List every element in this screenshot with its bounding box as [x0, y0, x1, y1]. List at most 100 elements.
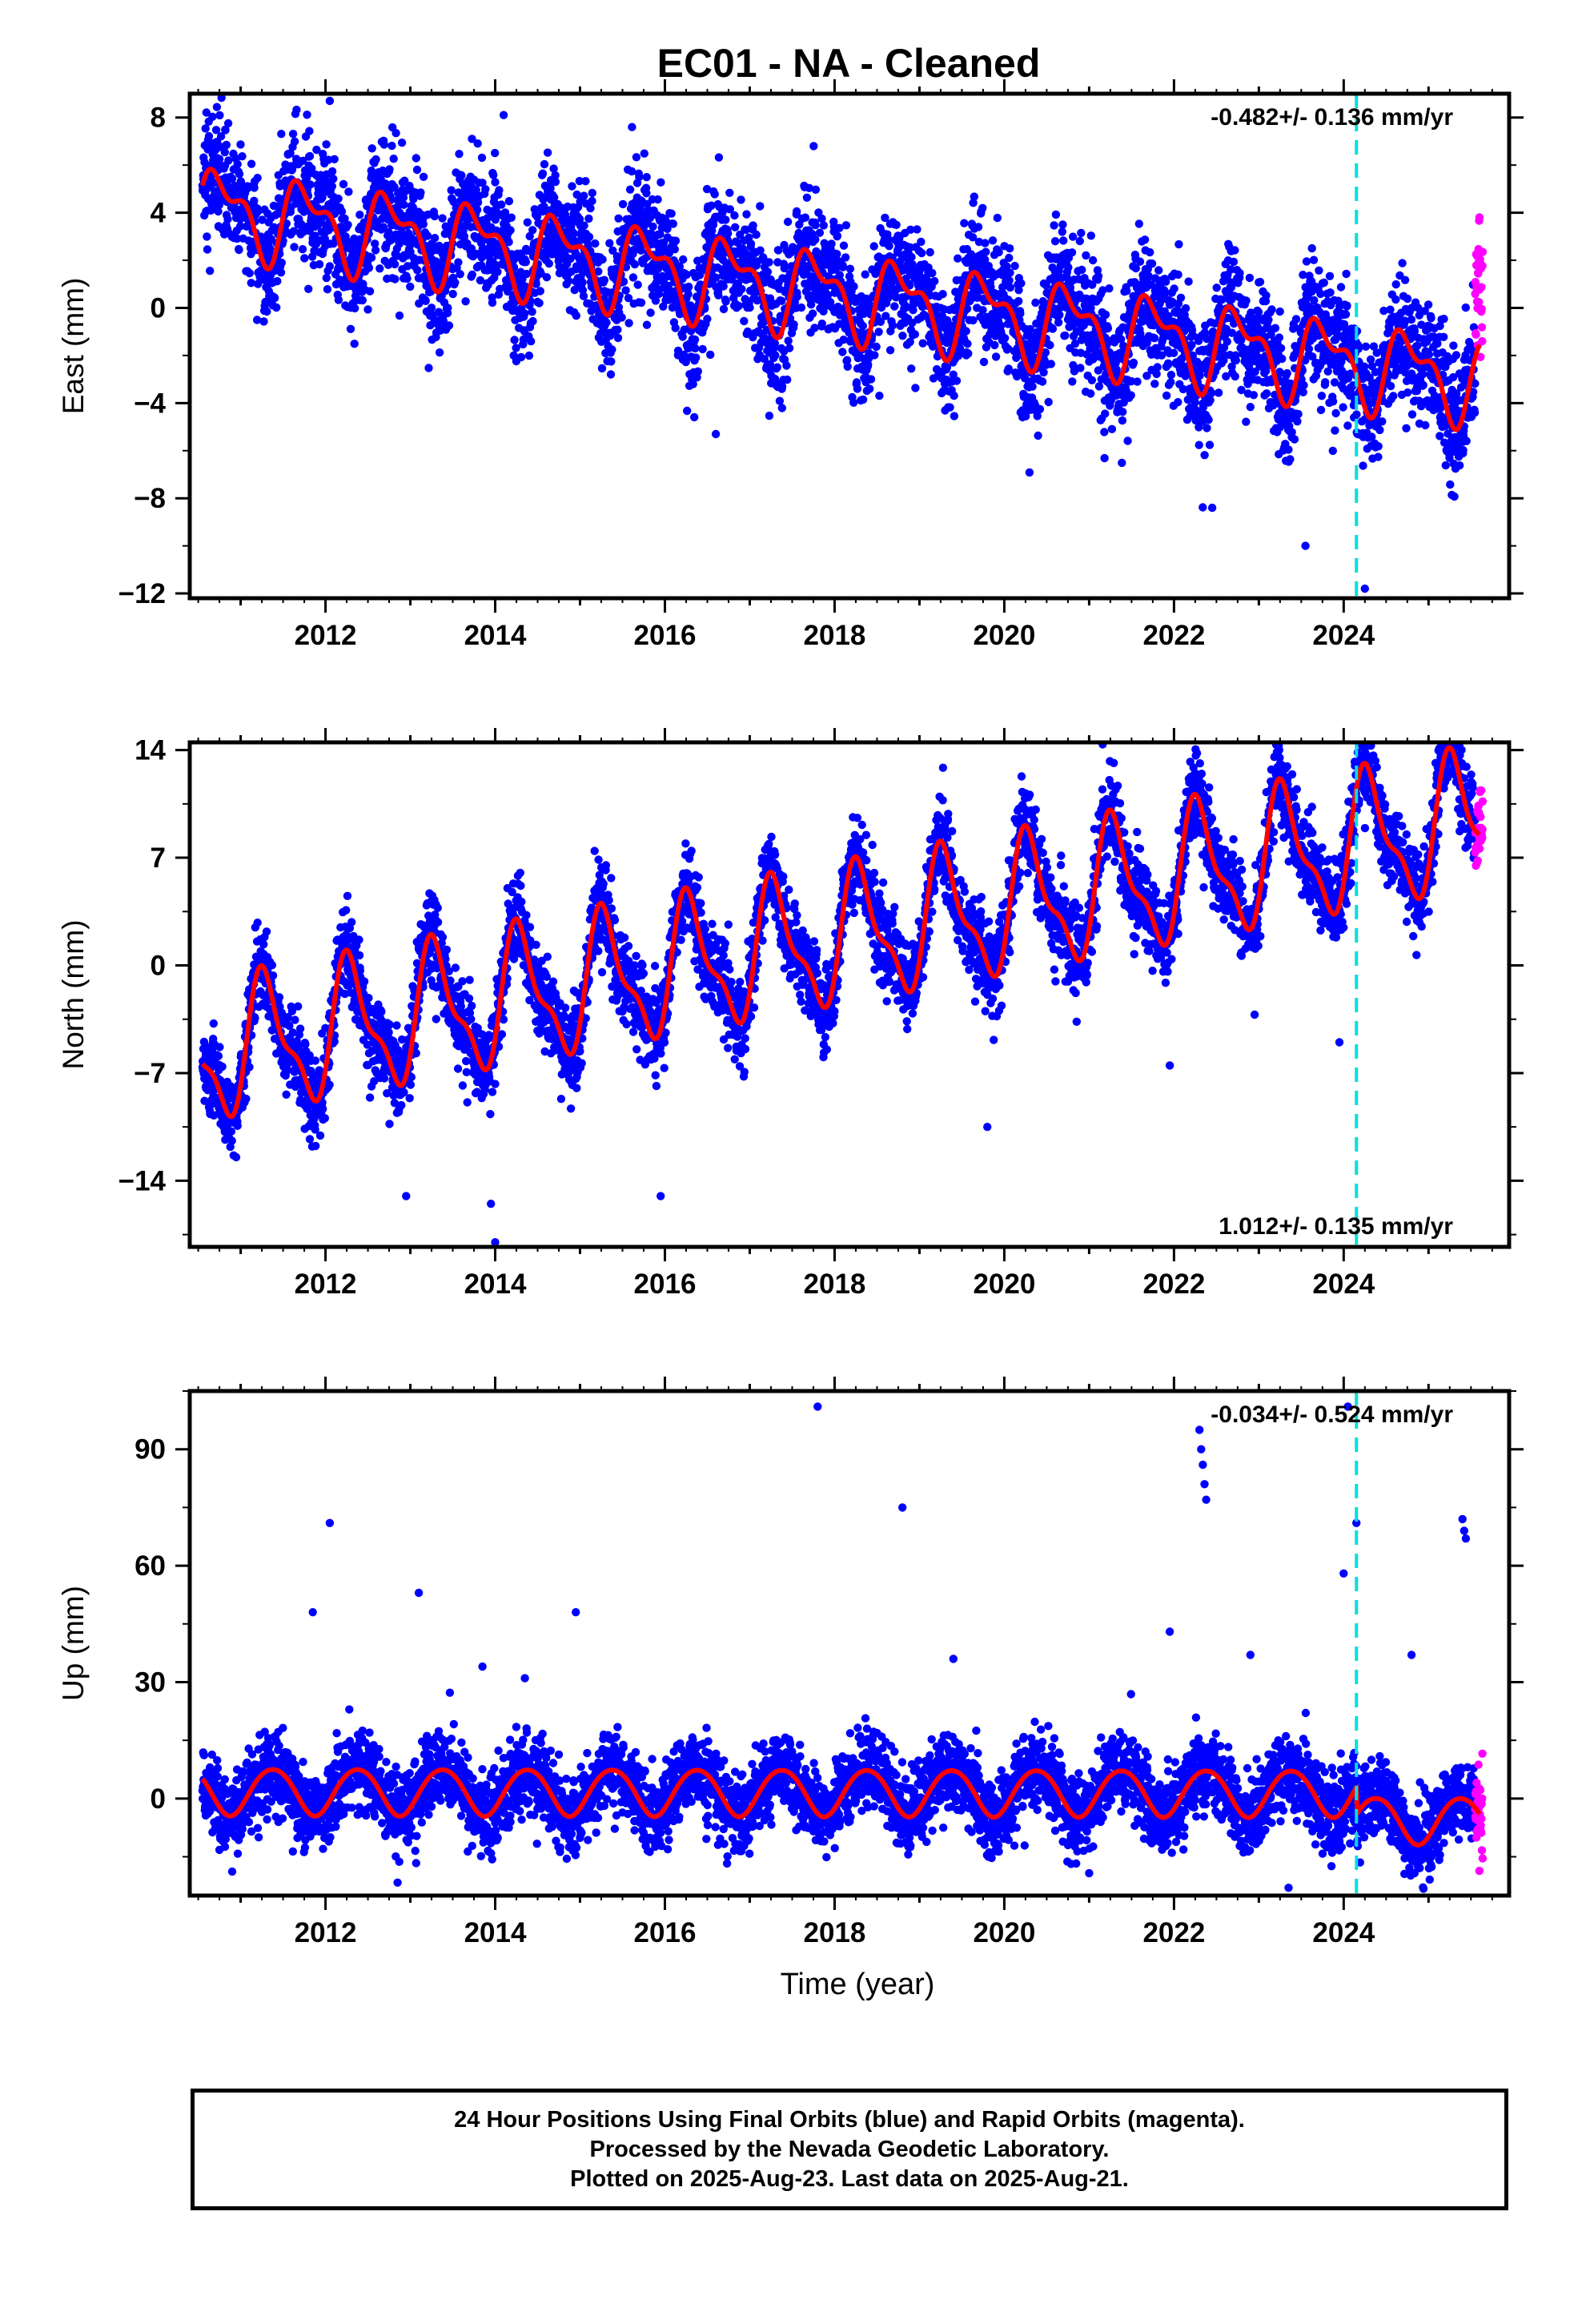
final-orbit-point	[413, 266, 422, 275]
final-orbit-point	[1326, 288, 1335, 297]
final-orbit-point	[477, 153, 487, 163]
final-orbit-point	[614, 214, 623, 223]
final-orbit-point	[1094, 382, 1104, 391]
final-orbit-point	[1323, 367, 1332, 376]
final-orbit-point	[250, 183, 259, 192]
final-orbit-point	[389, 155, 398, 163]
final-orbit-point	[1005, 276, 1014, 285]
final-orbit-point	[1343, 301, 1351, 310]
final-orbit-point	[1105, 284, 1114, 293]
final-orbit-point	[690, 335, 700, 344]
final-orbit-point	[1077, 228, 1086, 238]
final-orbit-point	[930, 276, 939, 286]
final-orbit-point	[645, 213, 655, 223]
final-orbit-point	[1336, 283, 1346, 292]
final-orbit-point	[247, 159, 256, 168]
final-orbit-point	[270, 223, 279, 231]
final-orbit-point	[364, 263, 374, 272]
final-orbit-point	[399, 193, 408, 202]
final-orbit-point	[745, 303, 754, 312]
final-orbit-point	[926, 247, 934, 257]
final-orbit-point	[468, 270, 476, 279]
final-orbit-point	[869, 242, 878, 251]
final-orbit-point	[782, 361, 791, 370]
final-orbit-point	[991, 352, 1001, 361]
final-orbit-point	[746, 239, 756, 248]
final-orbit-point	[528, 308, 536, 316]
final-orbit-point	[740, 316, 749, 326]
final-orbit-point	[456, 270, 464, 279]
final-orbit-point	[307, 164, 316, 173]
final-orbit-point	[1101, 409, 1110, 418]
panel-east: 2012 2014 2016 2018 2020 2022 2024840−4−8−12Ea…	[57, 79, 1524, 651]
final-orbit-point	[1162, 391, 1171, 400]
final-orbit-point	[1195, 440, 1203, 449]
final-orbit-point	[1424, 350, 1434, 359]
final-orbit-point	[520, 309, 529, 318]
final-orbit-point	[1064, 263, 1073, 272]
final-orbit-point	[532, 212, 542, 221]
final-orbit-point	[1271, 324, 1280, 332]
final-orbit-point	[907, 364, 916, 373]
final-orbit-point	[551, 171, 560, 180]
final-orbit-point	[703, 315, 712, 324]
final-orbit-point	[928, 268, 937, 278]
final-orbit-point	[792, 207, 801, 216]
final-orbit-point	[1154, 266, 1163, 275]
final-orbit-point	[646, 308, 655, 317]
final-orbit-point	[578, 278, 587, 287]
final-orbit-point	[1086, 231, 1096, 240]
final-orbit-point	[692, 353, 701, 362]
final-orbit-point	[1374, 452, 1383, 461]
final-orbit-point	[409, 195, 418, 203]
final-orbit-point	[1050, 237, 1060, 246]
final-orbit-point	[1126, 391, 1135, 400]
final-orbit-point	[438, 214, 447, 223]
final-orbit-point	[289, 227, 299, 235]
final-orbit-point	[276, 268, 286, 277]
final-orbit-point	[910, 330, 920, 339]
final-orbit-point	[632, 153, 641, 162]
final-orbit-point	[938, 290, 947, 299]
final-orbit-point	[1076, 364, 1085, 372]
final-orbit-point	[495, 186, 504, 195]
final-orbit-point	[861, 270, 869, 279]
final-orbit-point	[981, 239, 990, 247]
final-orbit-point	[1005, 253, 1014, 263]
final-orbit-point	[363, 305, 372, 314]
final-orbit-point	[963, 340, 972, 348]
final-orbit-point	[765, 258, 773, 267]
final-orbit-point	[581, 177, 590, 186]
final-orbit-point	[982, 247, 990, 256]
final-orbit-point	[286, 149, 295, 158]
final-orbit-point	[866, 375, 876, 384]
final-orbit-point	[516, 352, 526, 362]
final-orbit-point	[1107, 424, 1117, 433]
final-orbit-point	[406, 282, 415, 292]
final-orbit-point	[1101, 310, 1110, 320]
final-orbit-point	[885, 346, 895, 355]
final-orbit-point	[777, 296, 786, 305]
final-orbit-point	[721, 215, 730, 224]
final-orbit-point	[306, 180, 315, 189]
final-orbit-point	[1118, 416, 1127, 425]
final-orbit-point	[684, 290, 693, 299]
final-orbit-point	[737, 284, 746, 294]
final-orbit-point	[1122, 287, 1131, 296]
final-orbit-point	[1229, 257, 1239, 267]
final-orbit-point	[730, 211, 739, 220]
final-orbit-point	[809, 142, 818, 151]
final-orbit-point	[277, 258, 286, 267]
final-orbit-point	[1048, 324, 1058, 333]
final-orbit-point	[385, 165, 394, 174]
final-orbit-point	[455, 150, 464, 159]
final-orbit-point	[1389, 392, 1398, 400]
final-orbit-point	[911, 384, 920, 392]
final-orbit-point	[340, 214, 349, 223]
final-orbit-point	[351, 304, 359, 313]
final-orbit-point	[784, 336, 793, 345]
final-orbit-point	[1359, 461, 1367, 470]
final-orbit-point	[642, 189, 651, 198]
final-orbit-point	[1413, 341, 1422, 350]
